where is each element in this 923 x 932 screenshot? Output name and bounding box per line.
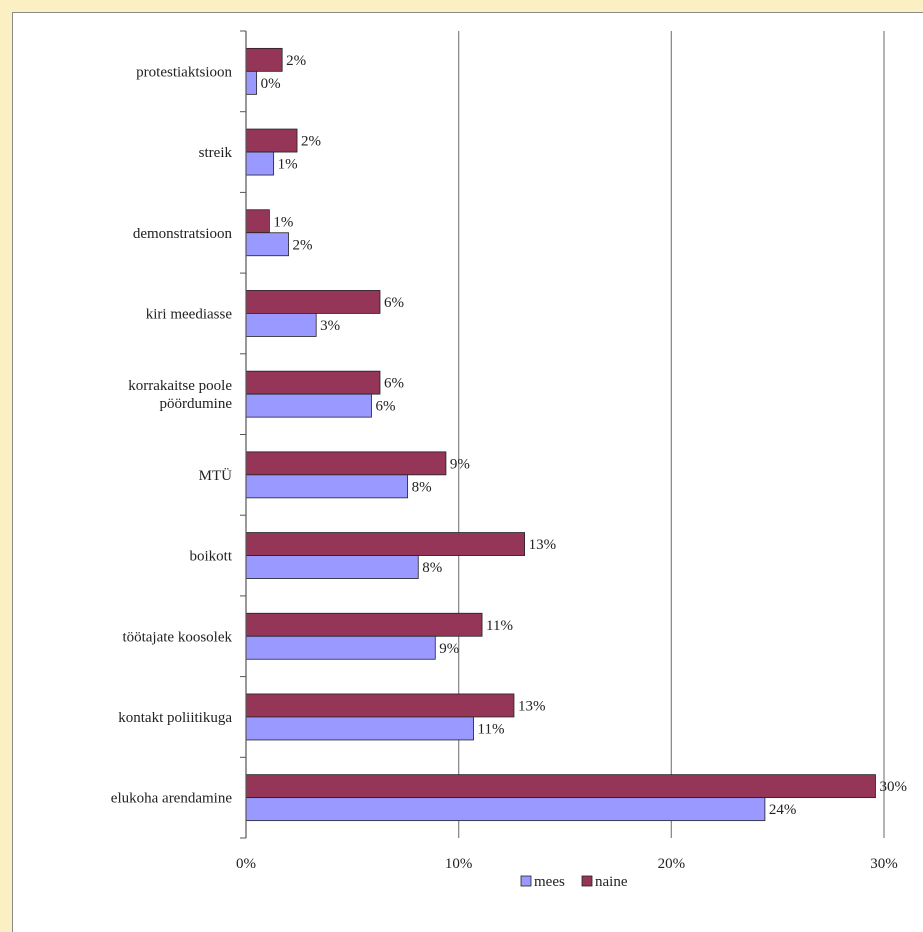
- data-label-mees-4: 6%: [375, 399, 395, 415]
- labels: 2%0%protestiaktsioon2%1%streik1%2%demons…: [111, 53, 907, 872]
- bar-mees-8: [245, 716, 474, 741]
- legend-swatch-naine: [581, 875, 593, 887]
- bar-naine-9: [245, 774, 876, 799]
- bar-mees-2: [245, 232, 289, 257]
- axes: [240, 30, 247, 839]
- bar-naine-1: [245, 128, 298, 153]
- data-label-mees-0: 0%: [261, 76, 281, 92]
- x-tick-label-2: 20%: [658, 856, 686, 872]
- data-label-naine-6: 13%: [529, 537, 557, 553]
- data-label-naine-7: 11%: [486, 618, 513, 634]
- category-label-0: protestiaktsioon: [136, 64, 232, 80]
- category-label-5: MTÜ: [199, 467, 233, 484]
- data-label-mees-8: 11%: [478, 721, 505, 737]
- data-label-naine-5: 9%: [450, 456, 470, 472]
- category-label-9: elukoha arendamine: [111, 791, 233, 807]
- x-tick-label-0: 0%: [236, 856, 256, 872]
- bar-mees-3: [245, 313, 317, 337]
- bar-naine-7: [245, 612, 483, 637]
- legend-label-naine: naine: [595, 874, 628, 890]
- bar-mees-9: [245, 797, 766, 822]
- bar-chart: 2%0%protestiaktsioon2%1%streik1%2%demons…: [111, 30, 907, 890]
- category-label-8: kontakt poliitikuga: [118, 710, 232, 726]
- category-label-2: demonstratsioon: [133, 226, 233, 242]
- category-label-1: streik: [199, 145, 233, 161]
- data-label-mees-5: 8%: [412, 479, 432, 495]
- data-label-mees-6: 8%: [422, 560, 442, 576]
- legend: mees naine: [520, 874, 628, 890]
- bar-mees-4: [245, 393, 372, 418]
- data-label-naine-1: 2%: [301, 134, 321, 150]
- data-label-naine-9: 30%: [879, 779, 907, 795]
- bar-mees-7: [245, 635, 436, 660]
- bar-naine-4: [245, 370, 381, 395]
- data-label-mees-9: 24%: [769, 802, 797, 818]
- bar-mees-0: [245, 70, 258, 95]
- legend-label-mees: mees: [534, 874, 565, 890]
- data-label-mees-3: 3%: [320, 318, 340, 334]
- bar-naine-5: [245, 451, 447, 476]
- data-label-naine-2: 1%: [273, 214, 293, 230]
- bar-mees-5: [245, 474, 409, 499]
- category-label-6: boikott: [189, 549, 232, 565]
- data-label-mees-2: 2%: [293, 237, 313, 253]
- bar-naine-6: [245, 532, 525, 556]
- bar-naine-3: [245, 290, 381, 314]
- bar-mees-1: [245, 151, 275, 176]
- bar-naine-8: [245, 693, 515, 718]
- category-label-3: kiri meediasse: [146, 306, 233, 322]
- data-label-naine-3: 6%: [384, 295, 404, 311]
- category-label-4-line-1: pöördumine: [160, 396, 233, 412]
- bar-mees-6: [245, 555, 419, 579]
- bar-naine-2: [245, 209, 270, 234]
- grid-lines: [458, 31, 885, 838]
- category-label-4-line-0: korrakaitse poole: [128, 378, 232, 394]
- data-label-mees-1: 1%: [278, 157, 298, 173]
- data-label-naine-4: 6%: [384, 376, 404, 392]
- chart-frame: 2% 0% protestiaktsioon 2% 1% streik 1% 2% demons…: [12, 12, 923, 932]
- x-tick-label-1: 10%: [445, 856, 473, 872]
- bars: [245, 47, 876, 822]
- x-tick-label-3: 30%: [870, 856, 898, 872]
- data-label-naine-8: 13%: [518, 698, 546, 714]
- data-label-naine-0: 2%: [286, 53, 306, 69]
- category-label-7: töötajate koosolek: [122, 629, 232, 645]
- legend-swatch-mees: [520, 875, 532, 887]
- data-label-mees-7: 9%: [439, 641, 459, 657]
- bar-naine-0: [245, 47, 283, 72]
